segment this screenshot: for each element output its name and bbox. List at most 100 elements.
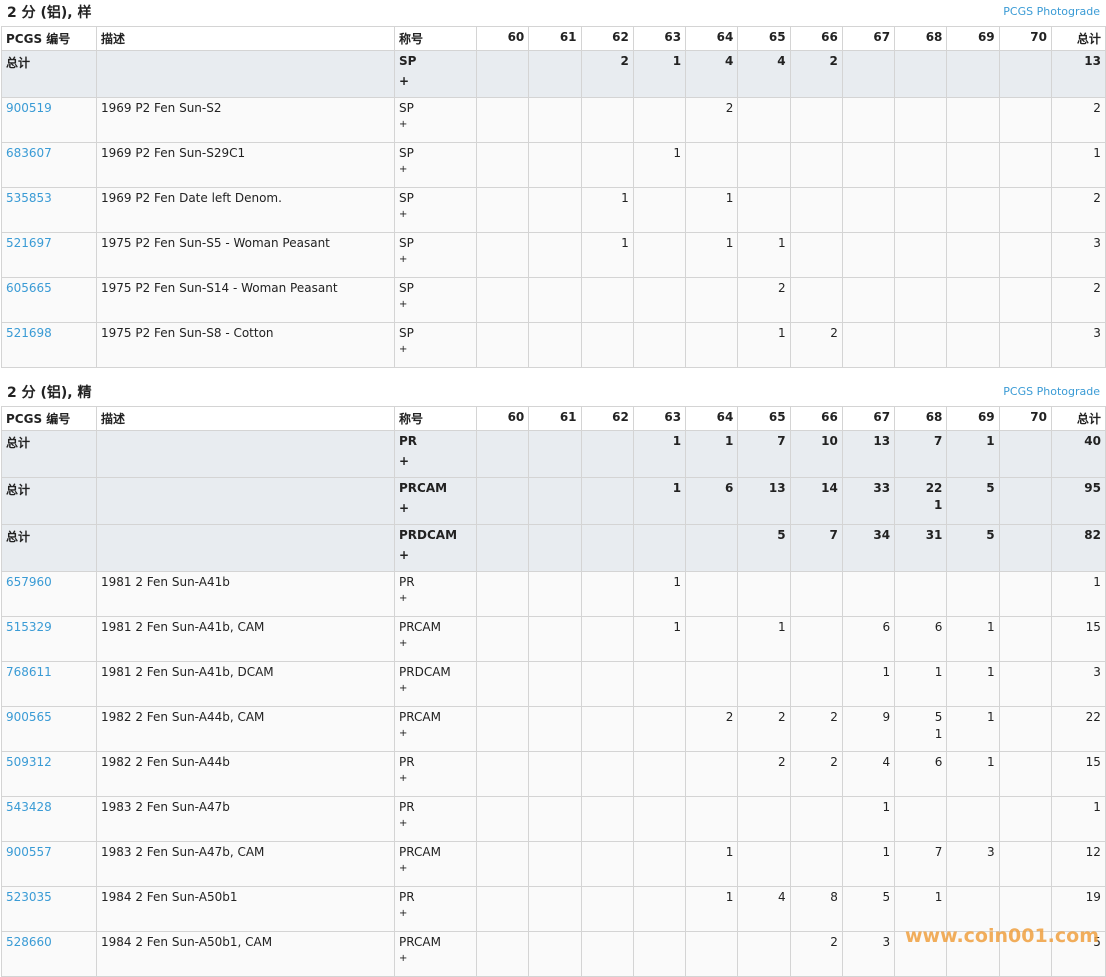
grade-cell	[528, 706, 582, 752]
description: 1983 2 Fen Sun-A47b	[101, 800, 230, 814]
grade-cell: 7	[737, 430, 791, 478]
section-header: 2 分 (铝), 样 PCGS Photograde	[0, 0, 1106, 26]
pcgs-code-link[interactable]: 683607	[6, 146, 52, 160]
grade-count: 1	[882, 845, 891, 859]
grade-cell	[841, 97, 896, 143]
grade-cell: 1	[841, 796, 896, 842]
grade-cell: 1	[894, 886, 948, 932]
column-header: 68	[894, 26, 948, 51]
grade-count: 4	[724, 54, 734, 68]
grade-count: 2	[777, 755, 786, 769]
grade-count: 6	[882, 620, 891, 634]
grade-count: 2	[777, 281, 786, 295]
pcgs-code-link[interactable]: 900557	[6, 845, 52, 859]
grade-count: 1	[724, 434, 734, 448]
total-count: 5	[1093, 935, 1101, 949]
grade-cell	[580, 751, 634, 797]
total-cell: 40	[1050, 430, 1106, 478]
pcgs-code-link[interactable]: 543428	[6, 800, 52, 814]
column-header: 描述	[96, 26, 395, 51]
grade-cell	[685, 142, 739, 188]
plus-suffix: +	[399, 254, 408, 265]
column-header: 64	[685, 26, 739, 51]
pcgs-code-link[interactable]: 521697	[6, 236, 52, 250]
grade-cell: 2	[737, 706, 791, 752]
plus-suffix: +	[399, 454, 410, 468]
grade-cell	[528, 477, 582, 525]
pcgs-code-link[interactable]: 509312	[6, 755, 52, 769]
photograde-link[interactable]: PCGS Photograde	[1003, 385, 1100, 398]
grade-cell	[580, 571, 634, 617]
code-cell: 657960	[1, 571, 97, 617]
column-header: 65	[737, 26, 791, 51]
grade-count: 33	[873, 481, 891, 495]
grade-count: 1	[882, 800, 891, 814]
total-count: 13	[1084, 54, 1101, 68]
data-row: 683607 1969 P2 Fen Sun-S29C1 SP +1 1	[1, 142, 1106, 188]
grade-count: 3	[882, 935, 891, 949]
grade-cell	[685, 322, 739, 368]
photograde-link[interactable]: PCGS Photograde	[1003, 5, 1100, 18]
pcgs-code-link[interactable]: 605665	[6, 281, 52, 295]
total-count: 19	[1085, 890, 1101, 904]
grade-cell	[789, 232, 843, 278]
grade-count: 31	[925, 528, 943, 542]
grade-cell: 10	[789, 430, 843, 478]
pcgs-code-link[interactable]: 900519	[6, 101, 52, 115]
grade-cell: 2	[789, 751, 843, 797]
watermark: www.coin001.com	[905, 925, 1100, 947]
total-cell: 3	[1050, 661, 1106, 707]
grade-cell	[685, 616, 739, 662]
grade-cell: 1	[685, 841, 739, 887]
column-header: 63	[632, 26, 687, 51]
grade-count: 1	[725, 191, 734, 205]
grade-cell	[475, 616, 530, 662]
designation: PR	[399, 800, 415, 814]
grade-cell	[894, 50, 948, 98]
pcgs-code-link[interactable]: 900565	[6, 710, 52, 724]
grade-cell	[789, 277, 843, 323]
designation: PR	[399, 890, 415, 904]
grade-cell	[528, 232, 582, 278]
pcgs-code-link[interactable]: 528660	[6, 935, 52, 949]
description-cell: 1984 2 Fen Sun-A50b1	[96, 886, 395, 932]
grade-cell: 1	[685, 886, 739, 932]
designation: PRCAM	[399, 845, 441, 859]
grade-cell	[737, 571, 791, 617]
grade-cell	[632, 661, 687, 707]
designation: PRCAM	[399, 935, 441, 949]
grade-cell	[632, 524, 687, 572]
header-row: PCGS 编号 描述 称号 60 61 62 63 64 65 66 67 68 69 70 总计	[1, 26, 1106, 51]
grade-cell	[789, 142, 843, 188]
pcgs-code-link[interactable]: 515329	[6, 620, 52, 634]
pcgs-code-link[interactable]: 768611	[6, 665, 52, 679]
pcgs-code-link[interactable]: 657960	[6, 575, 52, 589]
grade-cell	[841, 232, 896, 278]
designation-cell: PR +	[394, 571, 477, 617]
pcgs-code-link[interactable]: 523035	[6, 890, 52, 904]
grade-cell	[789, 841, 843, 887]
description-cell: 1969 P2 Fen Date left Denom.	[96, 187, 395, 233]
designation-cell: SP +	[394, 187, 477, 233]
grade-cell	[580, 796, 634, 842]
grade-cell	[475, 796, 530, 842]
grade-cell	[580, 97, 634, 143]
grade-cell	[580, 524, 634, 572]
grade-cell	[528, 841, 582, 887]
grade-cell	[737, 187, 791, 233]
grade-cell	[894, 322, 948, 368]
column-header: 67	[841, 406, 896, 431]
grade-cell	[475, 277, 530, 323]
description-cell: 1983 2 Fen Sun-A47b	[96, 796, 395, 842]
grade-count: 1	[673, 575, 682, 589]
pcgs-code-link[interactable]: 535853	[6, 191, 52, 205]
summary-row: 总计 PRDCAM +5 7 34 31 5 82	[1, 524, 1106, 572]
pcgs-code-link[interactable]: 521698	[6, 326, 52, 340]
code-cell: 515329	[1, 616, 97, 662]
grade-cell	[475, 97, 530, 143]
plus-count: 1	[934, 727, 943, 741]
grade-cell	[998, 571, 1052, 617]
grade-cell: 7	[789, 524, 843, 572]
grade-cell: 6	[841, 616, 896, 662]
